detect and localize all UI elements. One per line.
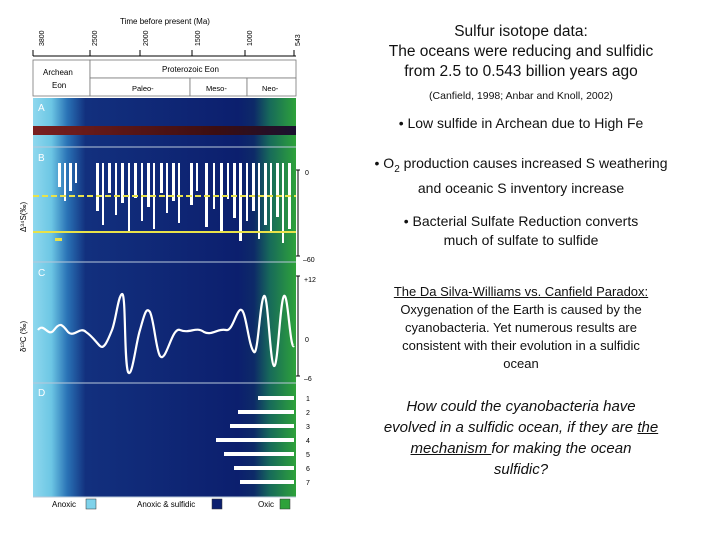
legend-anoxic-swatch (85, 498, 97, 510)
time-axis-label: Time before present (Ma) (120, 17, 210, 26)
text-column: Sulfur isotope data: The oceans were red… (322, 0, 720, 540)
panel-d-ticks: 1 2 3 4 5 6 7 (306, 396, 310, 487)
time-tick: 1000 (247, 30, 254, 46)
panel-a-bar (33, 126, 296, 135)
bullet-3-line-1: • Bacterial Sulfate Reduction converts (403, 213, 639, 229)
title-line-2: The oceans were reducing and sulfidic (388, 43, 654, 60)
eon-archean-label-2: Eon (52, 81, 66, 90)
citation: (Canfield, 1998; Anbar and Knoll, 2002) (429, 90, 613, 102)
ocean-state-background (33, 98, 296, 497)
legend-anoxic-label: Anoxic (52, 500, 76, 509)
panel-b-yellow-marker (55, 238, 62, 241)
time-tick: 543 (295, 34, 302, 46)
question-line-2b: the (637, 419, 659, 436)
paradox-line-1: Oxygenation of the Earth is caused by th… (400, 302, 642, 317)
panel-d-tick: 3 (306, 424, 310, 431)
time-tick: 2000 (143, 30, 150, 46)
question-line-2a: evolved in a sulfidic ocean, if they are (383, 419, 638, 436)
panel-d-tick: 5 (306, 452, 310, 459)
bullet-1: • Low sulfide in Archean due to High Fe (398, 115, 644, 131)
bullet-3-line-2: much of sulfate to sulfide (443, 232, 599, 248)
panel-b-label: B (38, 153, 45, 164)
paradox-heading: The Da Silva-Williams vs. Canfield Parad… (393, 284, 649, 299)
panel-c-tick-m6: –6 (304, 376, 312, 383)
question-paragraph: How could the cyanobacteria have evolved… (322, 396, 720, 480)
panel-a-label: A (38, 103, 45, 114)
question-line-1: How could the cyanobacteria have (406, 398, 636, 415)
panel-d-tick: 4 (306, 438, 310, 445)
bullet-2-sub: 2 (394, 163, 400, 175)
bullet-2-post: production causes increased S weathering (399, 155, 668, 171)
panel-c-carbon-curve (37, 292, 296, 375)
time-tick: 2500 (92, 30, 99, 46)
paradox-paragraph: The Da Silva-Williams vs. Canfield Parad… (322, 283, 720, 373)
panel-d-bars (216, 396, 294, 484)
era-neo-label: Neo- (262, 84, 279, 93)
panel-d-label: D (38, 388, 45, 399)
eon-proterozoic-label: Proterozoic Eon (162, 65, 219, 74)
question-line-3a: mechanism (410, 440, 492, 457)
time-tick: 3800 (39, 30, 46, 46)
panel-d-tick: 6 (306, 466, 310, 473)
panel-b-tick-0: 0 (305, 170, 309, 177)
era-neo-box (246, 77, 297, 97)
bullet-3: • Bacterial Sulfate Reduction converts m… (322, 212, 720, 250)
eon-archean-label: Archean (43, 68, 73, 77)
title-line-3: from 2.5 to 0.543 billion years ago (404, 63, 638, 80)
legend-sulfidic-label: Anoxic & sulfidic (137, 500, 195, 509)
panel-c-tick-0: 0 (305, 337, 309, 344)
question-line-3b: for making the ocean (491, 440, 632, 457)
panel-b-tick-m60: –60 (303, 257, 315, 264)
paradox-line-2: cyanobacteria. Yet numerous results are (405, 320, 637, 335)
panel-b-yellow-guides (33, 195, 296, 233)
panel-c-tick-12: +12 (304, 277, 316, 284)
legend-sulfidic-swatch (211, 498, 223, 510)
bullet-2: • O2 production causes increased S weath… (322, 154, 720, 198)
title-line-1: Sulfur isotope data: (454, 23, 588, 40)
panel-separators (33, 146, 296, 498)
panel-d-tick: 2 (306, 410, 310, 417)
panel-c-axis-label: δ¹³C (‰) (19, 321, 28, 352)
legend: Anoxic Anoxic & sulfidic Oxic (52, 498, 291, 510)
eon-archean-box (32, 59, 91, 97)
paradox-line-4: ocean (503, 356, 539, 371)
panel-d-tick: 7 (306, 480, 310, 487)
panel-b-sulfur-bars (58, 163, 291, 243)
time-tick: 1500 (195, 30, 202, 46)
time-ticks: 3800 2500 2000 1500 1000 543 (32, 30, 302, 56)
era-paleo-label: Paleo- (132, 84, 154, 93)
bullet-2-pre: • O (374, 155, 395, 171)
bullet-2-line-2: and oceanic S inventory increase (417, 179, 625, 196)
paradox-line-3: consistent with their evolution in a sul… (402, 338, 640, 353)
legend-oxic-label: Oxic (258, 500, 274, 509)
geologic-figure: Time before present (Ma) 3800 2500 2000 … (19, 17, 316, 510)
panel-c-label: C (38, 268, 45, 279)
legend-oxic-swatch (279, 498, 291, 510)
question-line-4: sulfidic? (493, 461, 549, 478)
era-meso-label: Meso- (206, 84, 227, 93)
slide-title: Sulfur isotope data: The oceans were red… (322, 22, 720, 82)
panel-d-tick: 1 (306, 396, 310, 403)
panel-b-axis-label: Δ³⁴S(‰) (19, 202, 28, 232)
